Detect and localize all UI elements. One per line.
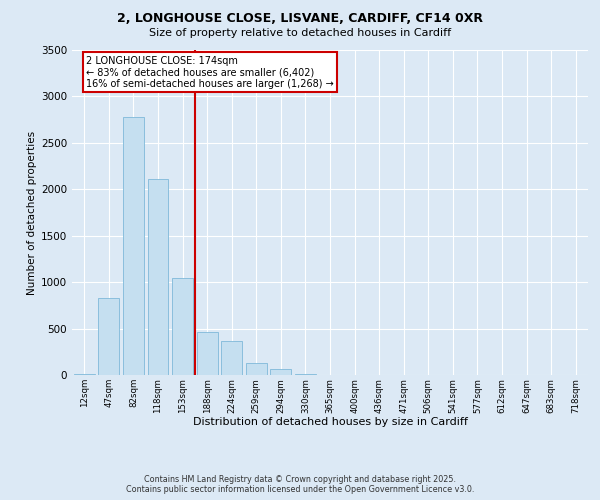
Text: 2 LONGHOUSE CLOSE: 174sqm
← 83% of detached houses are smaller (6,402)
16% of se: 2 LONGHOUSE CLOSE: 174sqm ← 83% of detac… (86, 56, 334, 89)
Text: Contains HM Land Registry data © Crown copyright and database right 2025.
Contai: Contains HM Land Registry data © Crown c… (126, 474, 474, 494)
Bar (98, 298, 119, 375)
Bar (197, 332, 218, 375)
Bar (74, 374, 95, 375)
X-axis label: Distribution of detached houses by size in Cardiff: Distribution of detached houses by size … (193, 417, 467, 427)
Text: Size of property relative to detached houses in Cardiff: Size of property relative to detached ho… (149, 28, 451, 38)
Bar (123, 117, 144, 375)
Bar (172, 278, 193, 375)
Bar (271, 370, 292, 375)
Bar (295, 374, 316, 375)
Bar (148, 179, 169, 375)
Text: 2, LONGHOUSE CLOSE, LISVANE, CARDIFF, CF14 0XR: 2, LONGHOUSE CLOSE, LISVANE, CARDIFF, CF… (117, 12, 483, 26)
Bar (246, 363, 267, 375)
Bar (221, 340, 242, 375)
Y-axis label: Number of detached properties: Number of detached properties (27, 130, 37, 294)
